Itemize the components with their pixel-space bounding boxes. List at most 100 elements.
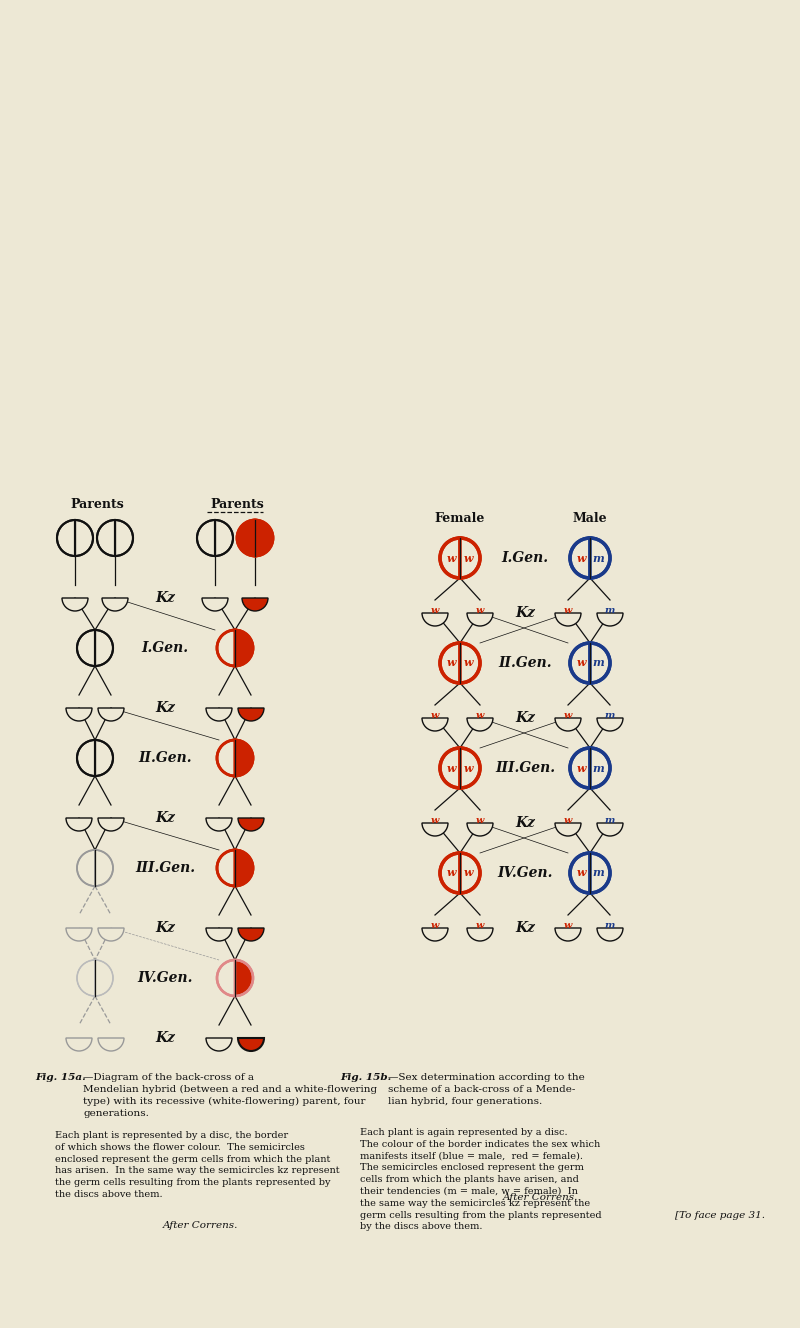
Text: w: w <box>577 657 586 668</box>
Text: IV.Gen.: IV.Gen. <box>498 866 553 880</box>
Wedge shape <box>217 850 235 886</box>
Text: w: w <box>564 815 572 825</box>
Text: —Diagram of the back-cross of a
Mendelian hybrid (between a red and a white-flow: —Diagram of the back-cross of a Mendelia… <box>83 1073 377 1118</box>
Wedge shape <box>115 521 133 556</box>
Text: Kz: Kz <box>155 591 175 606</box>
Text: w: w <box>431 920 439 930</box>
Wedge shape <box>75 521 93 556</box>
Wedge shape <box>597 614 623 625</box>
Wedge shape <box>467 718 493 730</box>
Text: w: w <box>463 657 474 668</box>
Text: Kz: Kz <box>515 922 535 935</box>
Wedge shape <box>66 1038 92 1050</box>
Wedge shape <box>202 598 228 611</box>
Wedge shape <box>597 928 623 942</box>
Wedge shape <box>460 748 480 788</box>
Text: III.Gen.: III.Gen. <box>495 761 555 776</box>
Wedge shape <box>217 629 235 667</box>
Text: Kz: Kz <box>155 1031 175 1045</box>
Text: w: w <box>431 606 439 615</box>
Text: m: m <box>605 606 615 615</box>
Wedge shape <box>555 823 581 837</box>
Wedge shape <box>555 614 581 625</box>
Text: Female: Female <box>435 511 485 525</box>
Wedge shape <box>467 823 493 837</box>
Text: After Correns.: After Correns. <box>162 1220 238 1230</box>
Text: Each plant is again represented by a disc.
The colour of the border indicates th: Each plant is again represented by a dis… <box>360 1127 602 1231</box>
Text: w: w <box>476 710 484 720</box>
Wedge shape <box>98 708 124 721</box>
Wedge shape <box>590 643 610 683</box>
Wedge shape <box>95 629 113 667</box>
Wedge shape <box>235 740 253 776</box>
Text: w: w <box>564 606 572 615</box>
Wedge shape <box>57 521 75 556</box>
Wedge shape <box>102 598 128 611</box>
Wedge shape <box>440 643 460 683</box>
Text: m: m <box>605 920 615 930</box>
Text: Fig. 15a.: Fig. 15a. <box>35 1073 86 1082</box>
Text: Kz: Kz <box>515 710 535 725</box>
Text: II.Gen.: II.Gen. <box>498 656 552 671</box>
Wedge shape <box>197 521 215 556</box>
Wedge shape <box>570 853 590 892</box>
Text: Kz: Kz <box>155 922 175 935</box>
Wedge shape <box>217 960 235 996</box>
Wedge shape <box>98 928 124 942</box>
Wedge shape <box>570 643 590 683</box>
Wedge shape <box>238 708 264 721</box>
Wedge shape <box>206 818 232 831</box>
Text: m: m <box>593 657 604 668</box>
Wedge shape <box>206 708 232 721</box>
Text: w: w <box>446 867 457 879</box>
Text: Fig. 15b.: Fig. 15b. <box>340 1073 391 1082</box>
Text: II.Gen.: II.Gen. <box>138 752 192 765</box>
Wedge shape <box>98 818 124 831</box>
Wedge shape <box>97 521 115 556</box>
Wedge shape <box>440 748 460 788</box>
Wedge shape <box>590 748 610 788</box>
Text: Parents: Parents <box>210 498 264 510</box>
Wedge shape <box>597 718 623 730</box>
Wedge shape <box>590 538 610 578</box>
Text: w: w <box>431 710 439 720</box>
Text: m: m <box>593 762 604 773</box>
Wedge shape <box>217 740 235 776</box>
Wedge shape <box>440 538 460 578</box>
Text: w: w <box>476 815 484 825</box>
Wedge shape <box>77 740 95 776</box>
Wedge shape <box>460 643 480 683</box>
Text: w: w <box>463 867 474 879</box>
Text: w: w <box>564 920 572 930</box>
Wedge shape <box>422 718 448 730</box>
Text: w: w <box>446 552 457 563</box>
Text: After Correns.: After Correns. <box>502 1193 578 1202</box>
Wedge shape <box>460 853 480 892</box>
Text: Each plant is represented by a disc, the border
of which shows the flower colour: Each plant is represented by a disc, the… <box>55 1131 340 1199</box>
Wedge shape <box>422 614 448 625</box>
Text: w: w <box>431 815 439 825</box>
Text: Parents: Parents <box>70 498 124 510</box>
Wedge shape <box>98 1038 124 1050</box>
Text: IV.Gen.: IV.Gen. <box>138 971 193 985</box>
Wedge shape <box>570 748 590 788</box>
Wedge shape <box>238 818 264 831</box>
Text: Kz: Kz <box>515 606 535 620</box>
Text: m: m <box>593 867 604 879</box>
Text: Kz: Kz <box>155 701 175 714</box>
Wedge shape <box>555 718 581 730</box>
Wedge shape <box>237 521 255 556</box>
Wedge shape <box>206 928 232 942</box>
Text: w: w <box>446 762 457 773</box>
Wedge shape <box>77 960 95 996</box>
Wedge shape <box>255 521 273 556</box>
Wedge shape <box>95 960 113 996</box>
Wedge shape <box>440 853 460 892</box>
Text: w: w <box>577 552 586 563</box>
Wedge shape <box>242 598 268 611</box>
Wedge shape <box>238 928 264 942</box>
Text: Kz: Kz <box>515 815 535 830</box>
Wedge shape <box>77 850 95 886</box>
Wedge shape <box>66 708 92 721</box>
Wedge shape <box>460 538 480 578</box>
